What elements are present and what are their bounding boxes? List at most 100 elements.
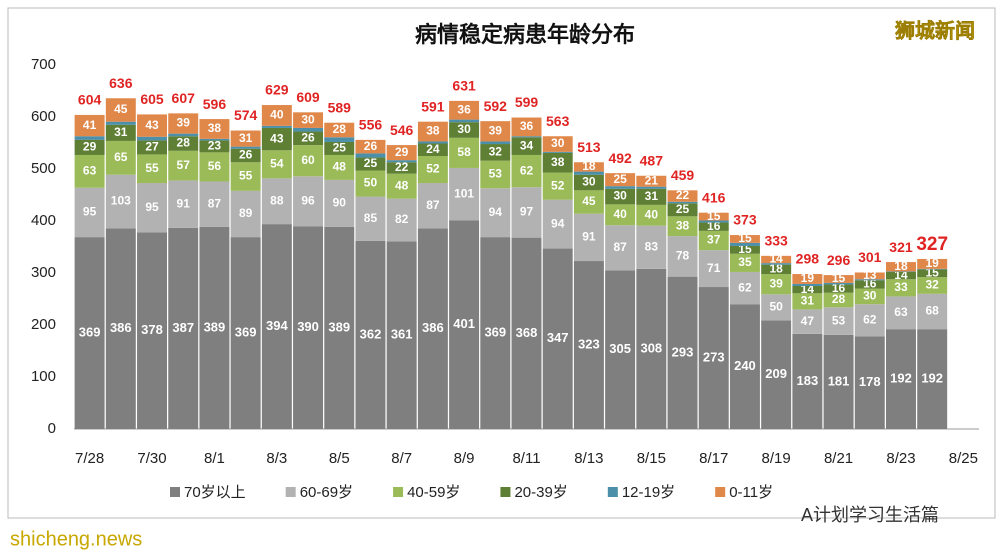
- bar-segment: [74, 237, 105, 429]
- bar-segment: [886, 271, 916, 280]
- segment-label: 305: [609, 341, 631, 356]
- segment-label: 40: [645, 207, 659, 221]
- x-tick-label: 7/28: [75, 450, 104, 467]
- segment-label: 90: [333, 195, 347, 209]
- legend-label: 70岁以上: [184, 484, 246, 501]
- bar-segment: [667, 201, 698, 204]
- segment-label: 31: [801, 294, 815, 308]
- bar-segment: [823, 307, 854, 335]
- segment-label: 43: [270, 131, 284, 145]
- bar-segment: [511, 136, 542, 138]
- segment-label: 21: [645, 173, 659, 187]
- segment-label: 15: [738, 231, 752, 245]
- total-label: 546: [390, 122, 414, 138]
- bar-segment: [137, 140, 167, 155]
- x-tick-label: 8/25: [949, 450, 978, 467]
- segment-label: 28: [177, 136, 191, 150]
- bar-segment: [823, 284, 854, 293]
- bar-segment: [386, 145, 417, 161]
- segment-label: 19: [801, 271, 815, 285]
- segment-label: 29: [83, 140, 97, 154]
- segment-label: 53: [832, 313, 846, 327]
- bar-segment: [480, 188, 511, 238]
- segment-label: 26: [364, 139, 378, 153]
- segment-label: 82: [395, 212, 409, 226]
- segment-label: 25: [364, 156, 378, 170]
- bar-segment: [886, 279, 916, 297]
- segment-label: 103: [111, 194, 131, 208]
- x-tick-label: 8/23: [886, 450, 915, 467]
- segment-label: 32: [926, 278, 940, 292]
- bar-segment: [261, 105, 292, 126]
- total-label: 629: [265, 82, 289, 98]
- legend-swatch: [170, 487, 180, 497]
- segment-label: 30: [613, 189, 627, 203]
- bar-segment: [324, 179, 355, 227]
- segment-label: 192: [921, 371, 943, 386]
- bar-segment: [386, 160, 417, 163]
- chart-title: 病情稳定病患年龄分布: [415, 22, 635, 47]
- segment-label: 19: [926, 256, 940, 270]
- bar-segment: [886, 262, 916, 272]
- segment-label: 31: [645, 189, 659, 203]
- segment-label: 362: [360, 326, 382, 341]
- bar-segment: [480, 144, 511, 161]
- bar-segment: [293, 131, 324, 146]
- bar-segment: [417, 156, 448, 184]
- legend-swatch: [715, 487, 726, 497]
- bar-segment: [698, 222, 729, 231]
- bar-segment: [105, 121, 136, 125]
- bar-segment: [449, 137, 480, 168]
- segment-label: 347: [547, 330, 569, 345]
- y-tick-label: 0: [48, 420, 56, 437]
- legend-label: 40-59岁: [407, 484, 460, 501]
- bar-segment: [168, 227, 199, 429]
- segment-label: 101: [454, 186, 474, 200]
- segment-label: 38: [676, 218, 690, 232]
- bar-segment: [792, 333, 823, 429]
- legend-swatch: [607, 487, 618, 497]
- segment-label: 192: [890, 371, 912, 386]
- bar-segment: [854, 279, 885, 281]
- bar-segment: [417, 121, 448, 142]
- segment-label: 97: [520, 205, 534, 219]
- segment-label: 18: [894, 259, 908, 273]
- bar-segment: [605, 225, 636, 271]
- x-tick-label: 8/1: [204, 450, 225, 467]
- segment-label: 65: [114, 150, 128, 164]
- segment-label: 41: [83, 118, 97, 132]
- bar-segment: [511, 187, 542, 238]
- bar-segment: [605, 188, 636, 205]
- segment-label: 88: [270, 193, 284, 207]
- segment-label: 62: [520, 163, 534, 177]
- total-label: 556: [359, 117, 383, 133]
- bar-segment: [230, 162, 261, 191]
- segment-label: 58: [457, 145, 471, 159]
- bar-segment: [417, 141, 448, 144]
- bar-segment: [917, 293, 948, 330]
- bar-segment: [293, 176, 324, 227]
- bar-segment: [729, 253, 760, 272]
- bar-segment: [542, 136, 573, 152]
- bar-segment: [792, 293, 823, 310]
- segment-label: 323: [578, 336, 600, 351]
- bar-segment: [199, 181, 230, 227]
- total-label: 596: [203, 96, 227, 112]
- bar-segment: [137, 183, 167, 233]
- bar-segment: [386, 173, 417, 199]
- bar-segment: [729, 271, 760, 305]
- total-label: 492: [608, 150, 632, 166]
- segment-label: 386: [110, 320, 132, 335]
- footer-left: shicheng.news: [10, 528, 142, 550]
- bar-segment: [886, 271, 916, 272]
- bar-segment: [792, 274, 823, 284]
- segment-label: 32: [489, 145, 503, 159]
- segment-label: 94: [551, 216, 565, 230]
- bar-segment: [573, 162, 604, 172]
- segment-label: 91: [582, 230, 596, 244]
- bar-segment: [886, 329, 916, 429]
- bar-segment: [168, 133, 199, 137]
- segment-label: 15: [832, 271, 846, 285]
- segment-label: 308: [640, 340, 662, 355]
- segment-label: 87: [613, 240, 627, 254]
